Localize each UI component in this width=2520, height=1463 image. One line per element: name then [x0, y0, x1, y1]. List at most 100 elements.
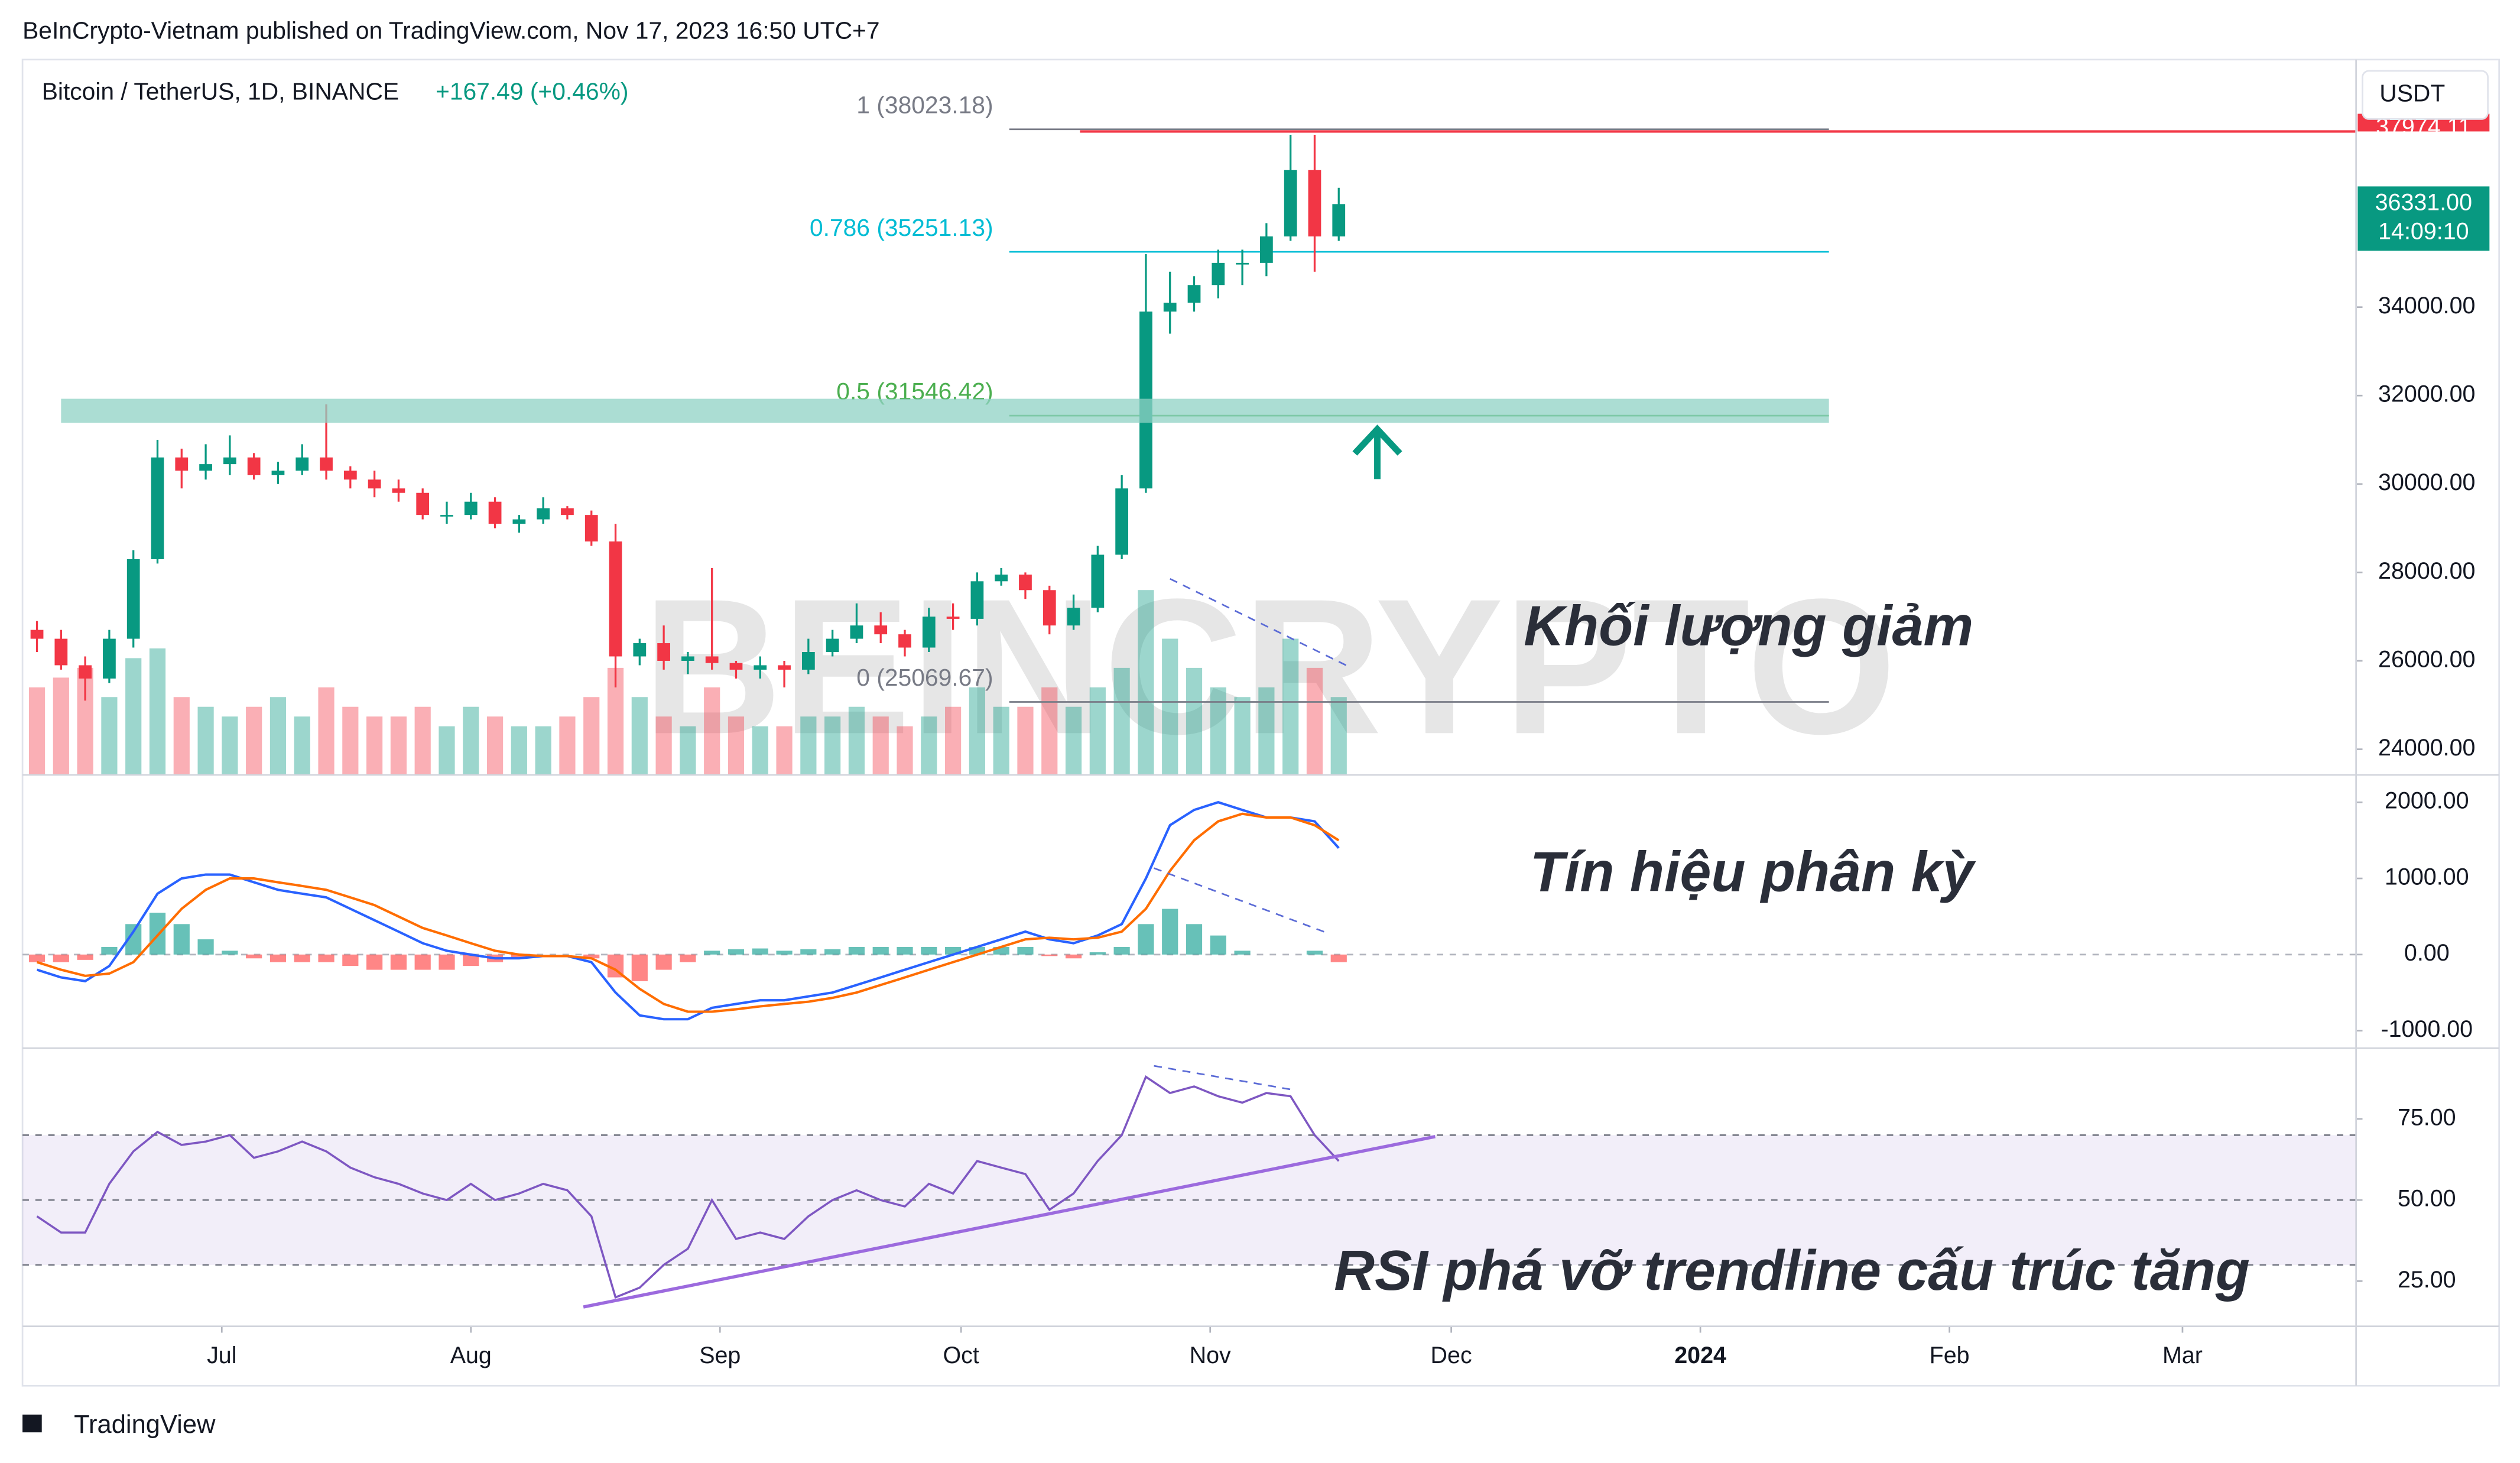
- candle-body: [898, 634, 911, 648]
- volume-bar: [318, 687, 335, 775]
- candle-body: [368, 479, 381, 489]
- histogram-bar: [1330, 954, 1347, 962]
- volume-bar: [1041, 687, 1058, 775]
- volume-bar: [1186, 667, 1203, 775]
- rsi-line: [36, 1075, 1340, 1299]
- candle-body: [223, 457, 236, 465]
- volume-bar: [1282, 638, 1299, 775]
- x-tick-label: Mar: [2162, 1342, 2203, 1368]
- currency-box: [2362, 70, 2489, 120]
- volume-bar: [366, 716, 383, 775]
- annotation: Khối lượng giảm: [1524, 595, 1973, 657]
- histogram-bar: [222, 951, 238, 955]
- y-tick-label: 2000.00: [2385, 788, 2469, 814]
- histogram-bar: [776, 951, 793, 955]
- y-tick-label: 0.00: [2404, 940, 2450, 966]
- candle-body: [1332, 204, 1346, 236]
- candle-body: [729, 663, 743, 670]
- candle-body: [1187, 285, 1201, 303]
- candle-body: [271, 471, 285, 475]
- histogram-bar: [390, 954, 407, 970]
- histogram-bar: [366, 954, 383, 970]
- volume-bar: [1258, 687, 1275, 775]
- volume-bar: [222, 716, 238, 775]
- x-tick-label: Feb: [1930, 1342, 1970, 1368]
- candle-body: [1236, 262, 1249, 265]
- candle-body: [175, 457, 189, 471]
- volume-bar: [752, 726, 768, 775]
- histogram-bar: [1210, 935, 1226, 955]
- candle-body: [440, 515, 453, 517]
- footer: TradingView: [74, 1410, 216, 1439]
- volume-bar: [680, 726, 696, 775]
- histogram-bar: [704, 951, 720, 955]
- volume-bar: [655, 716, 672, 775]
- histogram-bar: [511, 954, 527, 959]
- logo: [22, 1415, 42, 1433]
- candle-body: [343, 471, 357, 480]
- histogram-bar: [294, 954, 310, 962]
- volume-bar: [1065, 706, 1082, 775]
- layers: Jul Aug Sep Oct Nov Dec 2024 Feb Mar BEINCRYPTO 1 …: [22, 91, 2490, 1368]
- histogram-bar: [439, 954, 455, 970]
- histogram-bar: [897, 946, 913, 955]
- candle-body: [537, 508, 550, 520]
- volume-bar: [1113, 667, 1130, 775]
- countdown: 14:09:10: [2378, 219, 2469, 245]
- y-tick-label: 1000.00: [2385, 864, 2469, 890]
- candle-body: [922, 617, 936, 648]
- y-tick-label: -1000.00: [2381, 1016, 2473, 1042]
- candle-body: [151, 457, 164, 559]
- candle-body: [1212, 262, 1225, 286]
- histogram-bar: [1065, 954, 1082, 959]
- histogram-bar: [921, 946, 937, 955]
- change: +167.49 (+0.46%): [436, 78, 629, 105]
- candle-body: [30, 630, 44, 639]
- volume-bar: [848, 706, 865, 775]
- macd-line: [36, 801, 1340, 1021]
- rsi-trendline: [583, 1135, 1436, 1309]
- volume-bar: [342, 706, 359, 775]
- histogram-bar: [1306, 951, 1323, 955]
- candle-body: [561, 508, 574, 515]
- volume-bar: [824, 716, 841, 775]
- y-tick-label: 34000.00: [2378, 293, 2475, 319]
- candle-body: [1115, 488, 1129, 555]
- volume-bar: [197, 706, 214, 775]
- candle-body: [850, 625, 863, 639]
- x-tick-label: Jul: [207, 1342, 236, 1368]
- volume-bar: [414, 706, 431, 775]
- histogram-bar: [872, 946, 889, 955]
- volume-bar: [1017, 706, 1034, 775]
- candle-body: [79, 665, 92, 679]
- volume-bar: [1162, 638, 1178, 775]
- volume-bar: [28, 687, 46, 775]
- candle-body: [946, 617, 960, 619]
- divergence-line: [1154, 867, 1326, 933]
- volume-bar: [294, 716, 310, 775]
- candle-body: [1163, 303, 1177, 312]
- candle-body: [1019, 575, 1032, 591]
- candle-body: [488, 501, 502, 524]
- histogram-bar: [631, 954, 648, 981]
- signal-line: [36, 812, 1340, 1013]
- divergence-line: [1170, 578, 1350, 668]
- candle-body: [705, 656, 719, 663]
- candle-body: [584, 515, 598, 542]
- candle-body: [754, 665, 767, 670]
- histogram-bar: [752, 948, 768, 955]
- candle-body: [801, 652, 815, 670]
- volume-bar: [945, 706, 962, 775]
- x-tick-label: 2024: [1674, 1342, 1726, 1368]
- y-tick-label: 26000.00: [2378, 646, 2475, 672]
- histogram-bar: [269, 954, 287, 962]
- candle-body: [633, 643, 647, 657]
- volume-bar: [969, 687, 985, 775]
- candle-body: [295, 457, 309, 471]
- support-zone: [61, 398, 1829, 423]
- candle-body: [1067, 608, 1080, 626]
- histogram-bar: [28, 954, 46, 962]
- x-tick-label: Nov: [1190, 1342, 1231, 1368]
- y-tick-label: 25.00: [2398, 1267, 2456, 1293]
- volume-bar: [173, 697, 190, 775]
